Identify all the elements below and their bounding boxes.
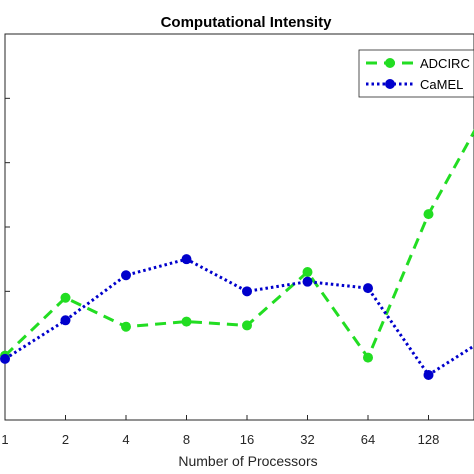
data-point-camel bbox=[302, 276, 313, 287]
data-point-adcirc bbox=[121, 321, 131, 332]
legend-marker-camel bbox=[385, 79, 395, 89]
x-tick-label: 128 bbox=[418, 432, 440, 447]
x-axis-label: Number of Processors bbox=[178, 453, 317, 469]
legend-label-camel: CaMEL bbox=[420, 77, 463, 92]
data-point-adcirc bbox=[302, 267, 313, 278]
data-point-camel bbox=[60, 315, 71, 326]
plot-area bbox=[4, 33, 474, 421]
data-point-adcirc bbox=[181, 316, 192, 327]
data-point-camel bbox=[181, 254, 192, 265]
series-layer bbox=[0, 128, 474, 380]
x-tick-label: 64 bbox=[361, 432, 375, 447]
data-point-camel bbox=[242, 286, 252, 297]
x-tick-label: 16 bbox=[240, 432, 254, 447]
data-point-adcirc bbox=[423, 209, 434, 220]
data-point-camel bbox=[363, 283, 373, 294]
data-point-camel bbox=[423, 369, 434, 380]
x-tick-label: 32 bbox=[300, 432, 314, 447]
x-axis-ticks: 1 2 4 8 16 32 64 128 bbox=[1, 415, 440, 447]
legend: ADCIRC CaMEL bbox=[358, 49, 474, 98]
x-tick-label: 2 bbox=[62, 432, 69, 447]
chart-title: Computational Intensity bbox=[161, 14, 332, 31]
data-point-camel bbox=[121, 270, 131, 281]
data-point-adcirc bbox=[60, 292, 71, 303]
data-point-adcirc bbox=[242, 320, 252, 331]
legend-marker-adcirc bbox=[385, 58, 395, 68]
legend-label-adcirc: ADCIRC bbox=[420, 56, 470, 71]
x-tick-label: 4 bbox=[122, 432, 129, 447]
x-tick-label: 8 bbox=[183, 432, 190, 447]
x-tick-label: 1 bbox=[1, 432, 8, 447]
legend-box bbox=[358, 49, 474, 98]
data-point-adcirc bbox=[363, 352, 373, 363]
data-point-camel bbox=[0, 353, 10, 364]
